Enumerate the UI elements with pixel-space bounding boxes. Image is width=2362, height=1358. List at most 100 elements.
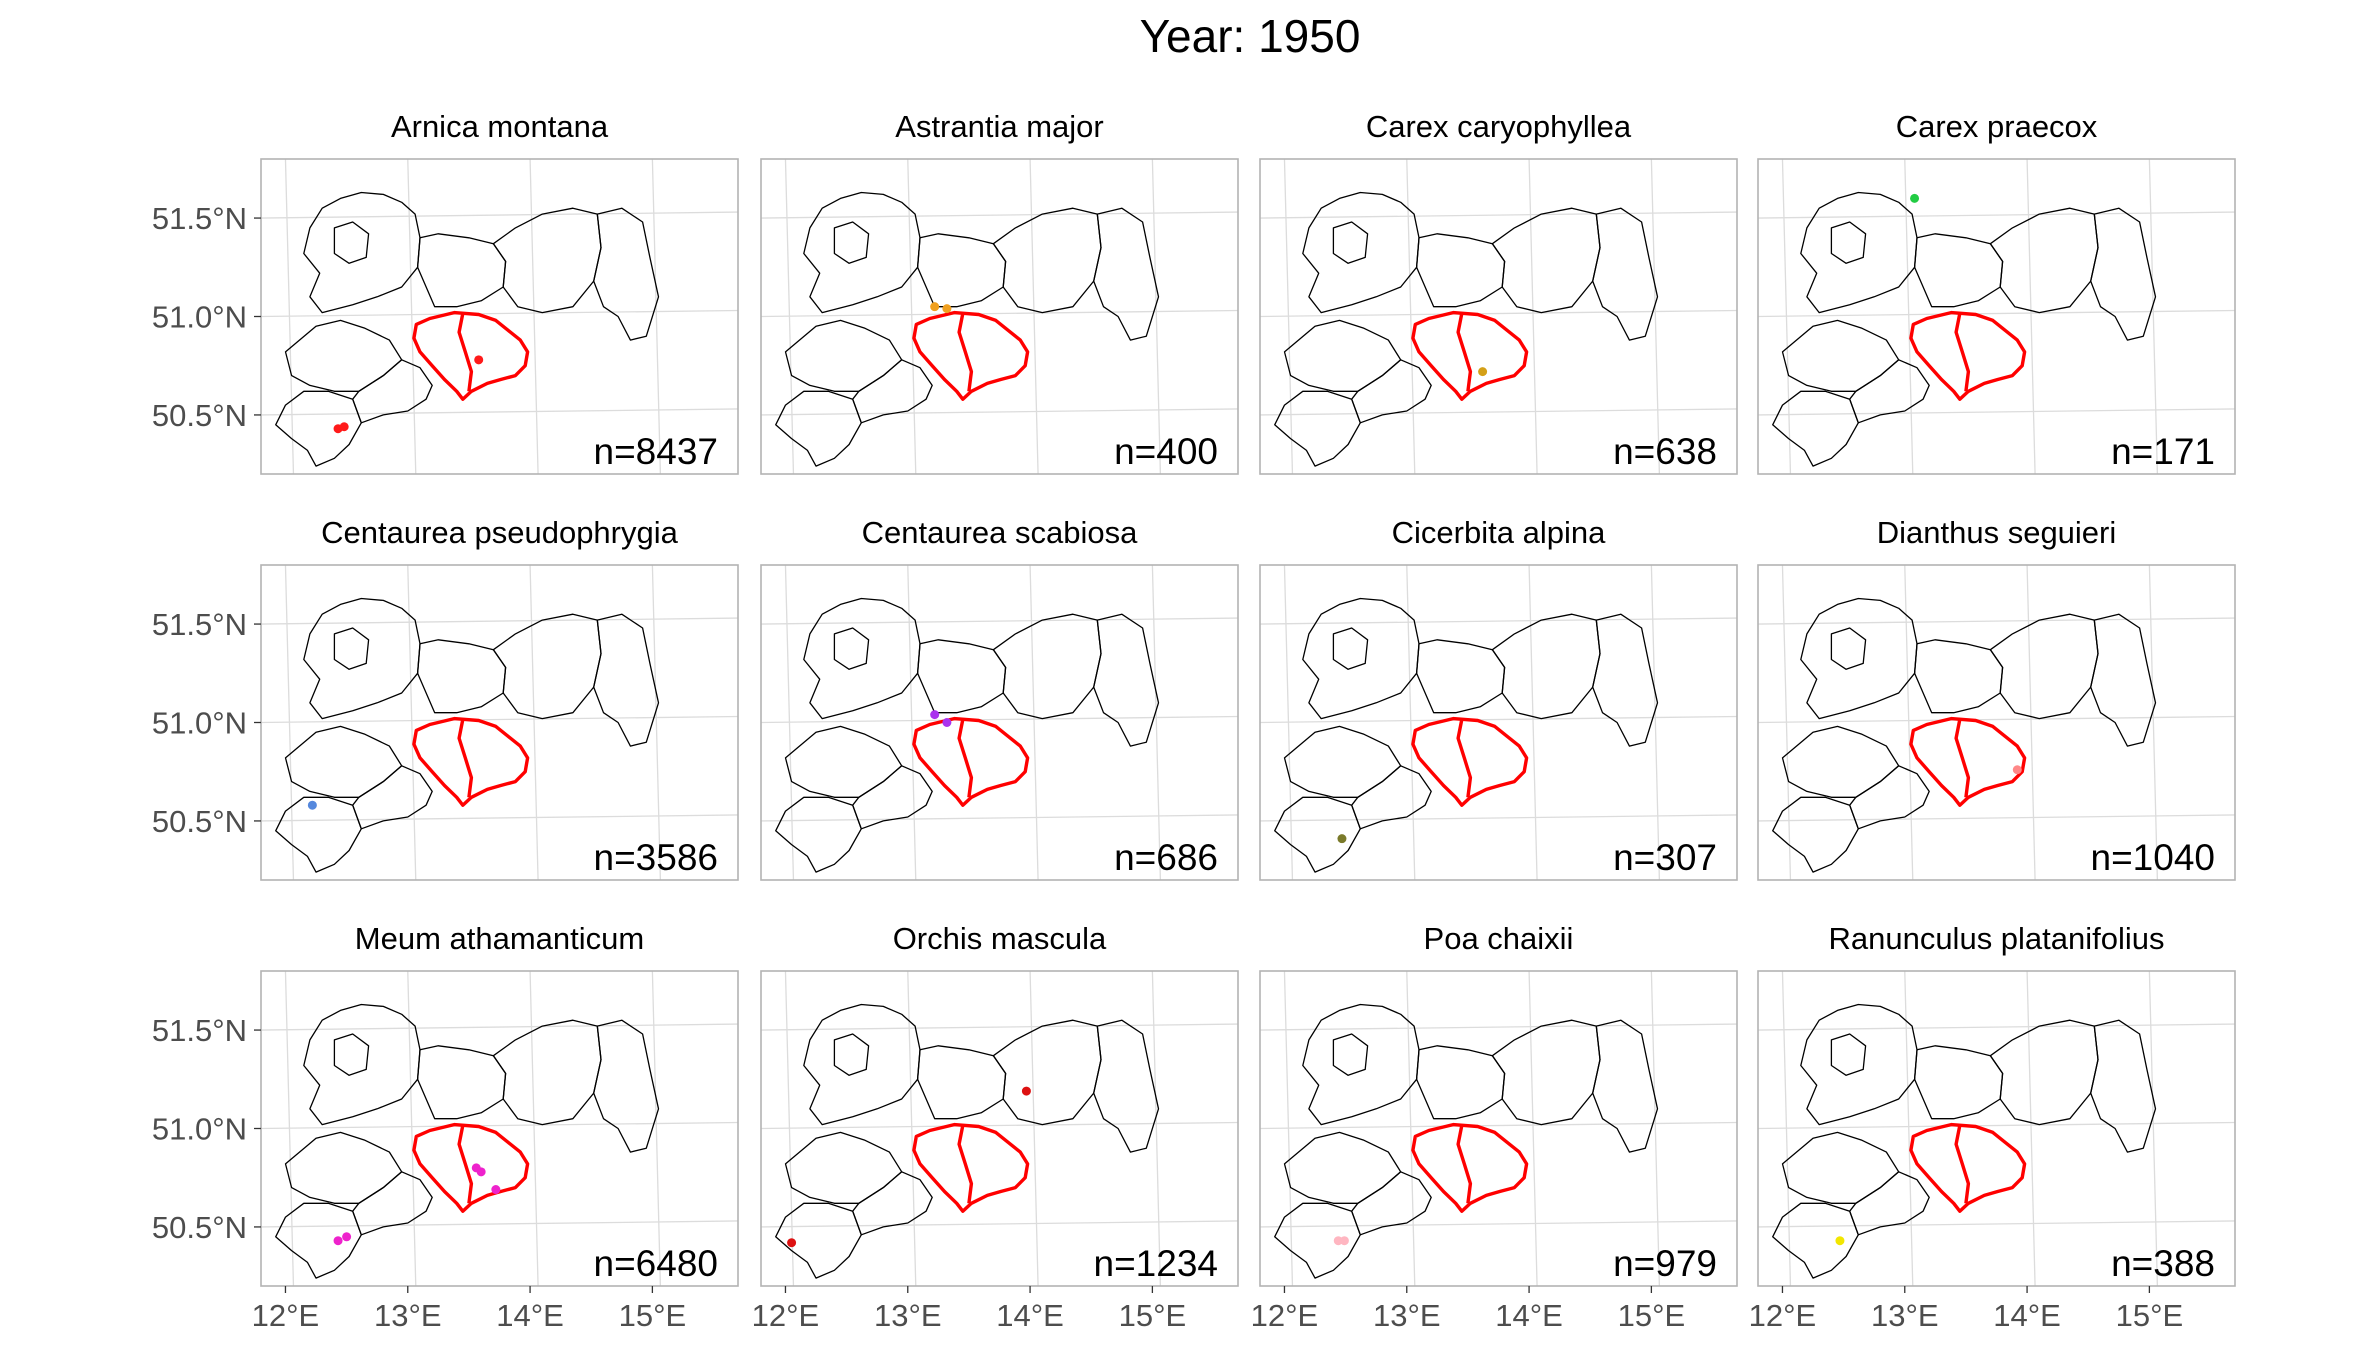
- grid-line-vertical: [1528, 158, 1538, 475]
- study-area-divider: [1456, 1125, 1473, 1204]
- map-panel: Meum athamanticum n=6480 51.5°N 51.0°N 50.5°…: [152, 921, 739, 1333]
- x-tick-label: 13°E: [1373, 1298, 1441, 1333]
- district-outline: [593, 1019, 660, 1153]
- district-outline: [352, 1171, 433, 1236]
- sample-count-label: n=3586: [594, 837, 719, 878]
- grid-line-horizontal: [1757, 617, 2236, 625]
- district-outline: [1830, 627, 1867, 670]
- district-outline: [1800, 597, 1918, 720]
- x-tick-label: 13°E: [374, 1298, 442, 1333]
- panel-background: [1758, 971, 2235, 1286]
- grid-line-vertical: [2148, 564, 2159, 881]
- grid-line-horizontal: [260, 1023, 739, 1031]
- grid-line-vertical: [1029, 970, 1039, 1287]
- district-outline: [852, 765, 933, 830]
- grid-line-vertical: [529, 970, 539, 1287]
- study-area-divider: [1954, 1125, 1971, 1204]
- panel-border: [1259, 970, 1738, 1287]
- x-tick-label: 12°E: [1749, 1298, 1817, 1333]
- district-outline: [803, 191, 921, 314]
- grid-line-vertical: [2148, 970, 2159, 1287]
- study-area-outline: [912, 716, 1030, 807]
- study-area-outline: [1909, 716, 2027, 807]
- occurrence-point: [1478, 367, 1488, 377]
- sample-count-label: n=8437: [594, 431, 719, 472]
- panel-title: Meum athamanticum: [355, 921, 644, 956]
- grid-line-horizontal: [1259, 1121, 1738, 1130]
- occurrence-point: [930, 710, 940, 720]
- grid-line-horizontal: [260, 1220, 739, 1228]
- district-outline: [1849, 1171, 1930, 1236]
- sample-count-label: n=638: [1613, 431, 1717, 472]
- y-tick-label: 50.5°N: [152, 398, 247, 433]
- sample-count-label: n=171: [2111, 431, 2215, 472]
- grid-line-vertical: [1406, 970, 1416, 1287]
- sample-count-label: n=307: [1613, 837, 1717, 878]
- district-outline: [1351, 359, 1432, 424]
- x-tick-label: 14°E: [1993, 1298, 2061, 1333]
- study-area-outline: [1411, 1122, 1529, 1213]
- panel-border: [1757, 564, 2236, 881]
- district-outline: [275, 796, 362, 873]
- study-area-outline: [1411, 716, 1529, 807]
- district-outline: [303, 191, 421, 314]
- panel-title: Dianthus seguieri: [1877, 515, 2117, 550]
- study-area-divider: [1456, 719, 1473, 798]
- grid-line-vertical: [1151, 970, 1162, 1287]
- x-tick-label: 15°E: [1618, 1298, 1686, 1333]
- grid-line-vertical: [2148, 158, 2159, 475]
- panel-title: Centaurea pseudophrygia: [321, 515, 679, 550]
- district-outline: [352, 765, 433, 830]
- study-area-divider: [457, 1125, 474, 1204]
- panel-title: Cicerbita alpina: [1392, 515, 1606, 550]
- x-tick-label: 12°E: [1251, 1298, 1319, 1333]
- x-tick-label: 15°E: [2116, 1298, 2184, 1333]
- grid-line-horizontal: [260, 1121, 739, 1130]
- panel-title: Ranunculus platanifolius: [1828, 921, 2164, 956]
- grid-line-horizontal: [260, 715, 739, 724]
- occurrence-point: [1910, 193, 1920, 203]
- x-tick-label: 14°E: [496, 1298, 564, 1333]
- x-tick-label: 12°E: [252, 1298, 320, 1333]
- panel-title: Carex caryophyllea: [1366, 109, 1632, 144]
- map-panels: Arnica montana n=8437 51.5°N 51.0°N 50.5°N As…: [152, 109, 2236, 1333]
- grid-line-horizontal: [1259, 814, 1738, 822]
- y-tick-label: 50.5°N: [152, 804, 247, 839]
- grid-line-horizontal: [1259, 408, 1738, 416]
- occurrence-point: [342, 1232, 352, 1242]
- study-area-outline: [412, 1122, 530, 1213]
- district-outline: [852, 359, 933, 424]
- grid-line-horizontal: [760, 211, 1239, 219]
- grid-line-vertical: [1406, 564, 1416, 881]
- district-outline: [1800, 1003, 1918, 1126]
- district-outline: [1351, 765, 1432, 830]
- district-outline: [1302, 191, 1420, 314]
- district-outline: [1332, 221, 1369, 264]
- panel-border: [760, 970, 1239, 1287]
- panel-border: [1259, 564, 1738, 881]
- grid-line-vertical: [1406, 158, 1416, 475]
- grid-line-vertical: [1904, 564, 1914, 881]
- district-outline: [333, 221, 370, 264]
- district-outline: [303, 597, 421, 720]
- occurrence-point: [1337, 834, 1347, 844]
- panel-title: Carex praecox: [1896, 109, 2098, 144]
- study-area-outline: [1411, 310, 1529, 401]
- study-area-outline: [912, 310, 1030, 401]
- grid-line-vertical: [529, 564, 539, 881]
- grid-line-horizontal: [1259, 715, 1738, 724]
- grid-line-vertical: [1904, 970, 1914, 1287]
- panel-background: [1260, 159, 1737, 474]
- occurrence-point: [787, 1238, 797, 1248]
- panel-title: Poa chaixii: [1424, 921, 1574, 956]
- grid-line-horizontal: [1757, 211, 2236, 219]
- district-outline: [1772, 390, 1859, 467]
- y-tick-label: 51.5°N: [152, 201, 247, 236]
- district-outline: [1351, 1171, 1432, 1236]
- occurrence-point: [339, 422, 349, 432]
- panel-background: [261, 565, 738, 880]
- district-outline: [352, 359, 433, 424]
- grid-line-horizontal: [260, 408, 739, 416]
- sample-count-label: n=1040: [2091, 837, 2216, 878]
- district-outline: [593, 207, 660, 341]
